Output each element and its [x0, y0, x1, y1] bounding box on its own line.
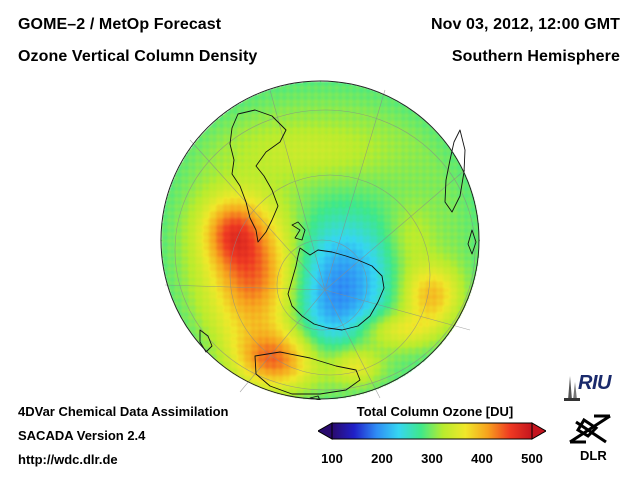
latitude-circle-0	[174, 109, 476, 391]
ozone-globe-map	[160, 80, 480, 400]
meridian-1	[189, 139, 326, 291]
footer-line1: 4DVar Chemical Data Assimilation	[18, 404, 229, 419]
hemisphere-label: Southern Hemisphere	[451, 48, 620, 65]
antarctic-peninsula-coast	[291, 221, 306, 241]
dlr-logo-icon	[569, 414, 611, 444]
meridian-3	[324, 89, 386, 291]
riu-logo-icon	[564, 376, 580, 401]
riu-logo-text: RIU	[578, 372, 611, 394]
antarctica-coast	[287, 247, 385, 331]
south-america-coast	[229, 109, 287, 243]
footer-url[interactable]: http://wdc.dlr.de	[18, 452, 118, 467]
colorbar-tick-label: 200	[371, 451, 393, 466]
meridian-7	[239, 289, 326, 393]
australia-coast	[254, 351, 361, 395]
colorbar-gradient	[331, 422, 533, 440]
graticule	[164, 89, 476, 399]
colorbar-high-arrow	[531, 422, 546, 440]
meridian-5	[324, 289, 471, 331]
latitude-circle-60s	[276, 239, 368, 331]
globe-outline	[160, 80, 480, 400]
meridian-4	[324, 169, 466, 291]
meridian-8	[164, 284, 326, 291]
forecast-date: Nov 03, 2012, 12:00 GMT	[430, 16, 620, 33]
footer-line2: SACADA Version 2.4	[18, 428, 146, 443]
title-line2: Ozone Vertical Column Density	[18, 48, 258, 65]
dlr-logo-text: DLR	[580, 448, 607, 463]
colorbar-low-arrow	[318, 422, 333, 440]
africa-coast	[444, 129, 466, 213]
meridian-6	[324, 289, 381, 399]
colorbar	[318, 422, 546, 440]
colorbar-tick-label: 100	[321, 451, 343, 466]
madagascar-coast	[467, 229, 477, 255]
map-overlay	[160, 80, 480, 400]
latitude-circle-30s	[229, 174, 431, 376]
colorbar-title: Total Column Ozone [DU]	[356, 404, 514, 419]
coastlines	[199, 109, 477, 400]
new-zealand-coast	[199, 329, 213, 353]
title-line1: GOME–2 / MetOp Forecast	[18, 16, 222, 33]
colorbar-tick-label: 300	[421, 451, 443, 466]
colorbar-tick-label: 500	[521, 451, 543, 466]
colorbar-tick-label: 400	[471, 451, 493, 466]
